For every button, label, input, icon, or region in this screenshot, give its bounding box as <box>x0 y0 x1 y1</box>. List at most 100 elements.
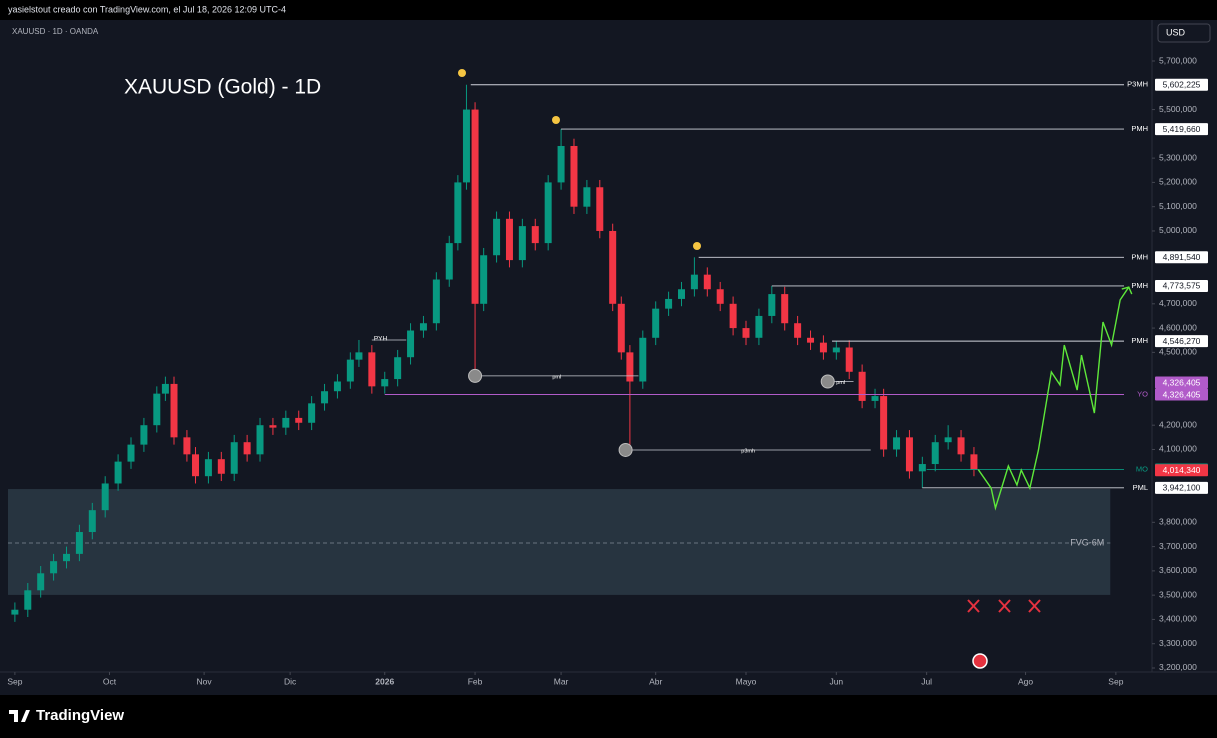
candle-body <box>101 483 109 511</box>
candle-body <box>493 218 501 256</box>
candle-body <box>24 590 32 610</box>
candle-body <box>970 454 978 470</box>
candle-body <box>918 464 926 472</box>
marker-label: pml <box>836 380 845 386</box>
price-tag <box>1155 78 1208 91</box>
candle-body <box>394 357 402 380</box>
candle-body <box>346 359 354 382</box>
y-tick-label: 3,300,000 <box>1159 638 1197 648</box>
candle-body <box>183 437 191 455</box>
price-tag <box>1155 388 1208 401</box>
x-tick-label: Jun <box>829 676 843 686</box>
logo: TradingView <box>9 707 124 724</box>
candle-body <box>832 347 840 353</box>
candle-body <box>37 573 45 591</box>
candle-body <box>544 182 552 244</box>
y-tick-label: 5,200,000 <box>1159 177 1197 187</box>
level-name: PML <box>1133 483 1148 492</box>
candle-body <box>204 459 212 477</box>
x-tick-label: Mar <box>554 676 569 686</box>
marker-label: pml <box>552 374 561 380</box>
header: yasielstout creado con TradingView.com, … <box>8 4 286 14</box>
price-tag-label: 5,602,225 <box>1163 79 1201 89</box>
candle-body <box>626 352 634 382</box>
candle-body <box>432 279 440 324</box>
price-tag <box>1155 123 1208 136</box>
price-tag-label: 5,419,660 <box>1163 124 1201 134</box>
marker-point <box>618 442 633 457</box>
candle-body <box>505 218 513 261</box>
level-name: PMH <box>1131 124 1148 133</box>
candle-body <box>677 289 685 299</box>
fvg-label: FVG-6M <box>1070 537 1104 547</box>
event-icon[interactable] <box>972 653 988 669</box>
x-tick-label: Jul <box>921 676 932 686</box>
currency-button[interactable] <box>1157 23 1211 43</box>
y-tick-label: 5,000,000 <box>1159 225 1197 235</box>
marker-point <box>820 374 835 389</box>
candle-body <box>75 532 83 554</box>
y-tick-label: 3,400,000 <box>1159 614 1197 624</box>
projection-line <box>977 286 1130 511</box>
y-tick-label: 3,600,000 <box>1159 565 1197 575</box>
level-name: PMH <box>1131 281 1148 290</box>
candle-body <box>368 352 376 387</box>
candle-body <box>583 187 591 207</box>
candle-body <box>454 182 462 244</box>
x-tick-label: Mayo <box>736 676 757 686</box>
candle-body <box>807 337 815 343</box>
candle-body <box>617 303 625 353</box>
level-name: MO <box>1136 465 1148 474</box>
candle-body <box>114 461 122 484</box>
level-name: P3MH <box>1127 80 1148 89</box>
x-tick-label: Feb <box>468 676 483 686</box>
y-tick-label: 4,600,000 <box>1159 322 1197 332</box>
x-tick-label: Sep <box>1108 676 1123 686</box>
candle-body <box>462 109 470 183</box>
candle-body <box>871 396 879 401</box>
marker-point <box>468 368 483 383</box>
candle-body <box>170 383 178 438</box>
candle-body <box>50 561 58 574</box>
candle-body <box>355 352 363 360</box>
candle-body <box>217 459 225 474</box>
chart-title: XAUUSD (Gold) - 1D <box>124 76 321 99</box>
icons <box>458 69 1041 669</box>
candle-body <box>518 226 526 261</box>
price-tag-label: 4,891,540 <box>1163 252 1201 262</box>
candle-body <box>153 393 161 426</box>
marker-label: PYH <box>374 336 388 343</box>
price-tag-label: 4,326,405 <box>1163 377 1201 387</box>
logo-mark <box>9 710 30 722</box>
candle-body <box>295 417 303 423</box>
price-tag <box>1155 279 1208 292</box>
price-tag <box>1155 481 1208 494</box>
y-tick-label: 5,100,000 <box>1159 201 1197 211</box>
marker-label: p3mh <box>741 448 755 454</box>
candle-body <box>480 255 488 304</box>
price-tag-label: 4,014,340 <box>1163 465 1201 475</box>
candle-body <box>127 444 135 462</box>
y-tick-label: 3,200,000 <box>1159 662 1197 672</box>
candle-body <box>905 437 913 472</box>
candle-body <box>858 371 866 401</box>
candle-body <box>445 243 453 280</box>
y-tick-label: 4,200,000 <box>1159 419 1197 429</box>
candle-body <box>609 230 617 304</box>
x-tick-label: Ago <box>1018 676 1033 686</box>
candle-body <box>639 337 647 382</box>
candle-body <box>716 289 724 304</box>
candle-body <box>308 403 316 423</box>
candle-body <box>471 109 479 304</box>
bulb-icon <box>458 69 466 77</box>
candle-body <box>282 417 290 428</box>
y-tick-label: 4,700,000 <box>1159 298 1197 308</box>
y-tick-label: 5,700,000 <box>1159 55 1197 65</box>
candle-body <box>321 391 329 404</box>
candle-body <box>243 442 251 455</box>
candle-body <box>819 342 827 353</box>
price-tag <box>1155 464 1208 477</box>
symbol: XAUUSD · 1D · OANDA <box>12 27 99 36</box>
currency[interactable]: USD <box>1166 27 1186 37</box>
